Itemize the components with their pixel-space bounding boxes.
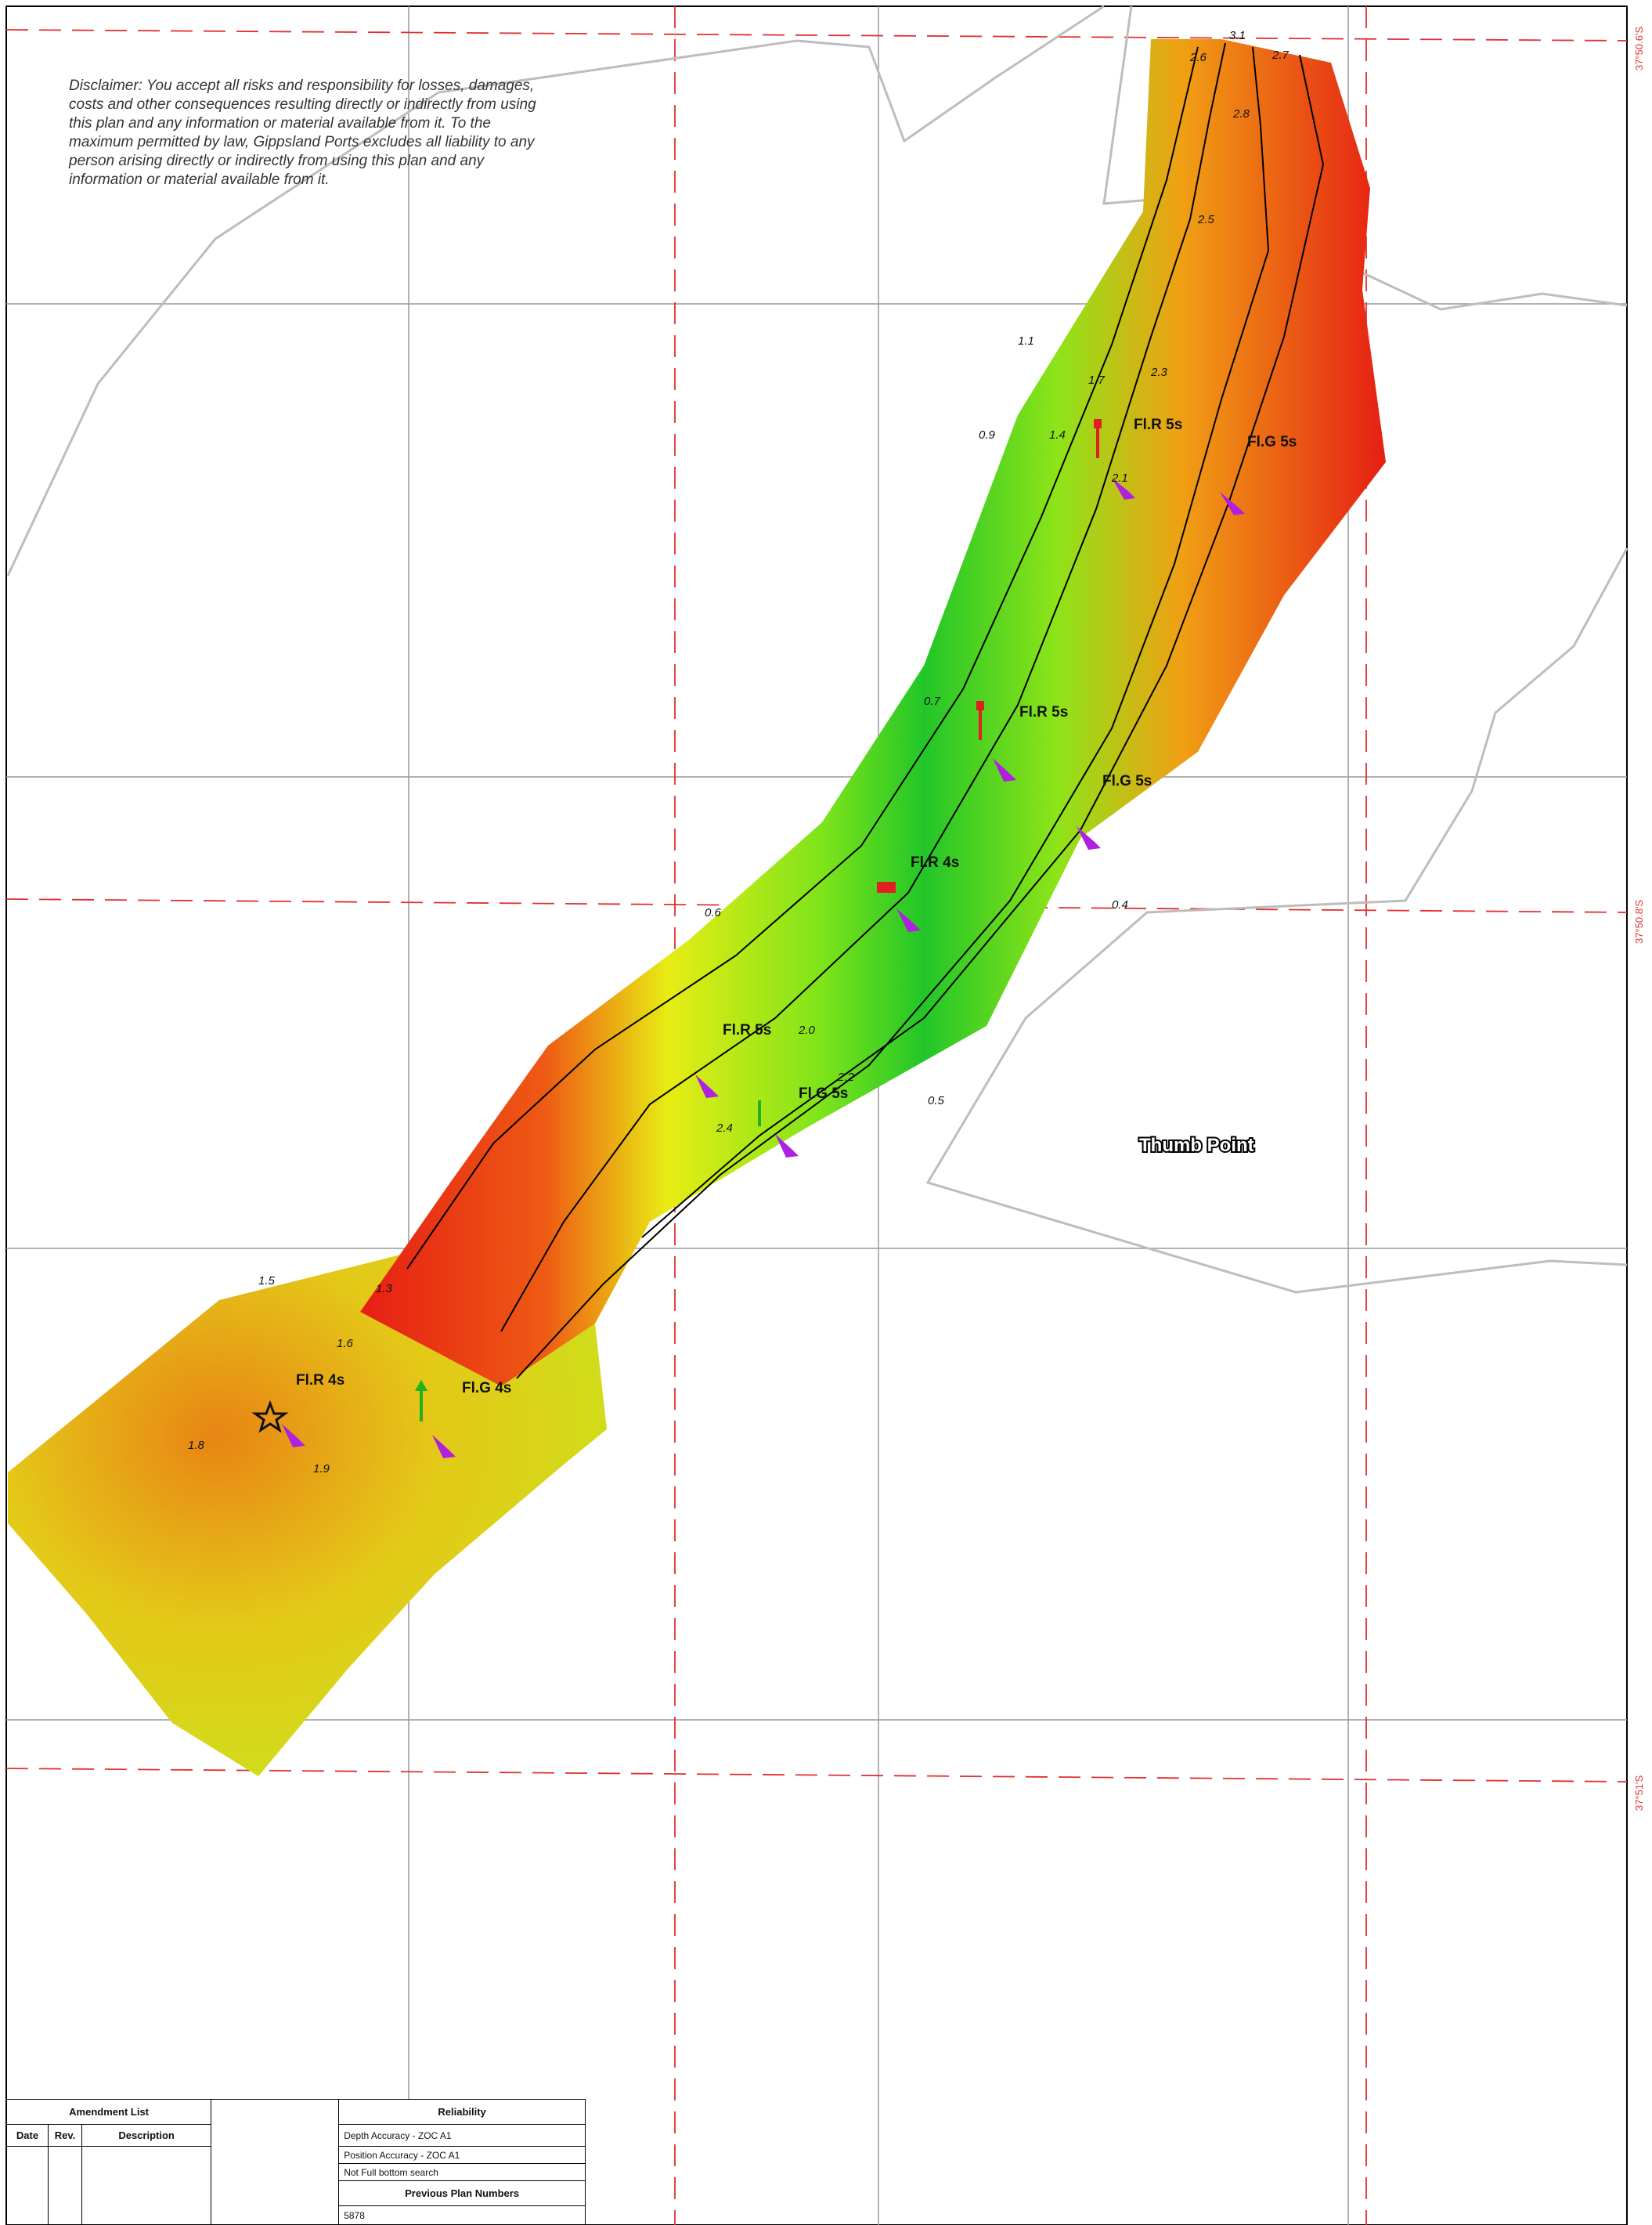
amendment-list-title: Amendment List [5, 2099, 212, 2125]
buoy-label: Fl.G 5s [799, 1085, 848, 1102]
place-label-thumb-point: Thumb Point [1139, 1135, 1254, 1156]
buoy-marker: Fl.R 5s [976, 701, 1068, 782]
latitude-label: 37°51'S [1633, 1775, 1645, 1811]
depth-sounding: 1.7 [1088, 374, 1106, 387]
depth-sounding: 2.1 [1111, 471, 1128, 485]
title-block: Amendment List Reliability Date Rev. Des… [5, 2099, 586, 2225]
depth-sounding: 0.6 [705, 906, 722, 919]
buoy-marker: Fl.R 5s [695, 1022, 771, 1098]
buoy-label: Fl.R 5s [723, 1022, 771, 1038]
depth-sounding: 2.6 [1189, 51, 1207, 64]
depth-sounding: 2.5 [1197, 213, 1215, 226]
depth-sounding: 1.3 [376, 1282, 393, 1295]
buoy-label: Fl.R 4s [911, 854, 959, 871]
depth-sounding: 1.4 [1049, 428, 1066, 442]
depth-sounding: 0.7 [924, 695, 941, 708]
buoy-marker: Fl.R 5s [1094, 417, 1182, 500]
depth-sounding: 0.5 [928, 1094, 945, 1107]
buoy-label: Fl.R 5s [1019, 704, 1068, 721]
amend-rev-cell [48, 2146, 82, 2225]
depth-sounding: 1.5 [258, 1274, 276, 1288]
reliability-title: Reliability [338, 2099, 586, 2125]
depth-sounding: 2.3 [1150, 366, 1168, 379]
depth-sounding: 2.7 [1271, 49, 1289, 62]
reliability-row: Depth Accuracy - ZOC A1 [338, 2124, 586, 2147]
buoy-marker: Fl.G 5s [1220, 434, 1297, 515]
depth-sounding: 1.9 [313, 1462, 330, 1476]
blank-cell [211, 2099, 340, 2225]
latitude-label: 37°50.8'S [1633, 900, 1645, 944]
latitude-label: 37°50.6'S [1633, 27, 1645, 70]
channel-band [360, 39, 1386, 1386]
amend-date-cell [6, 2146, 49, 2225]
buoy-marker: Fl.G 5s [1077, 773, 1152, 850]
buoy-label: Fl.R 5s [1134, 417, 1182, 433]
buoy-label: Fl.R 4s [296, 1372, 344, 1389]
amend-desc-cell [81, 2146, 212, 2225]
depth-sounding: 1.8 [188, 1439, 205, 1452]
buoy-label: Fl.G 5s [1247, 434, 1297, 450]
depth-soundings: 3.1 2.7 2.6 2.8 2.5 2.3 2.1 1.7 1.4 1.1 … [188, 29, 1289, 1476]
buoy-marker: Fl.G 4s [415, 1380, 511, 1458]
col-date: Date [6, 2124, 49, 2147]
buoy-label: Fl.G 4s [462, 1380, 511, 1396]
previous-plan-number: 5878 [338, 2205, 586, 2225]
col-rev: Rev. [48, 2124, 82, 2147]
depth-sounding: 1.1 [1018, 334, 1034, 348]
shoal-fan [8, 1253, 607, 1776]
depth-sounding: 1.6 [337, 1337, 354, 1350]
reliability-row: Not Full bottom search [338, 2163, 586, 2181]
depth-sounding: 0.4 [1112, 898, 1128, 912]
depth-sounding: 2.4 [716, 1122, 733, 1135]
navigation-buoys: Fl.R 5s Fl.G 5s Fl.R 5s Fl.G 5s Fl.R 4s … [251, 417, 1297, 1458]
depth-sounding: 0.9 [979, 428, 996, 442]
disclaimer-text: Disclaimer: You accept all risks and res… [69, 78, 536, 188]
depth-sounding: 3.1 [1229, 29, 1246, 42]
previous-plan-title: Previous Plan Numbers [338, 2180, 586, 2206]
buoy-marker: Fl.G 5s [758, 1085, 848, 1158]
depth-sounding: 2.2 [837, 1071, 855, 1084]
buoy-marker: Fl.R 4s [877, 854, 959, 932]
reliability-row: Position Accuracy - ZOC A1 [338, 2146, 586, 2164]
buoy-label: Fl.G 5s [1102, 773, 1152, 789]
col-description: Description [81, 2124, 212, 2147]
depth-sounding: 2.8 [1232, 107, 1250, 121]
depth-sounding: 2.0 [798, 1024, 816, 1037]
depth-contours [406, 42, 1325, 1379]
buoy-marker: Fl.R 4s [251, 1372, 344, 1447]
